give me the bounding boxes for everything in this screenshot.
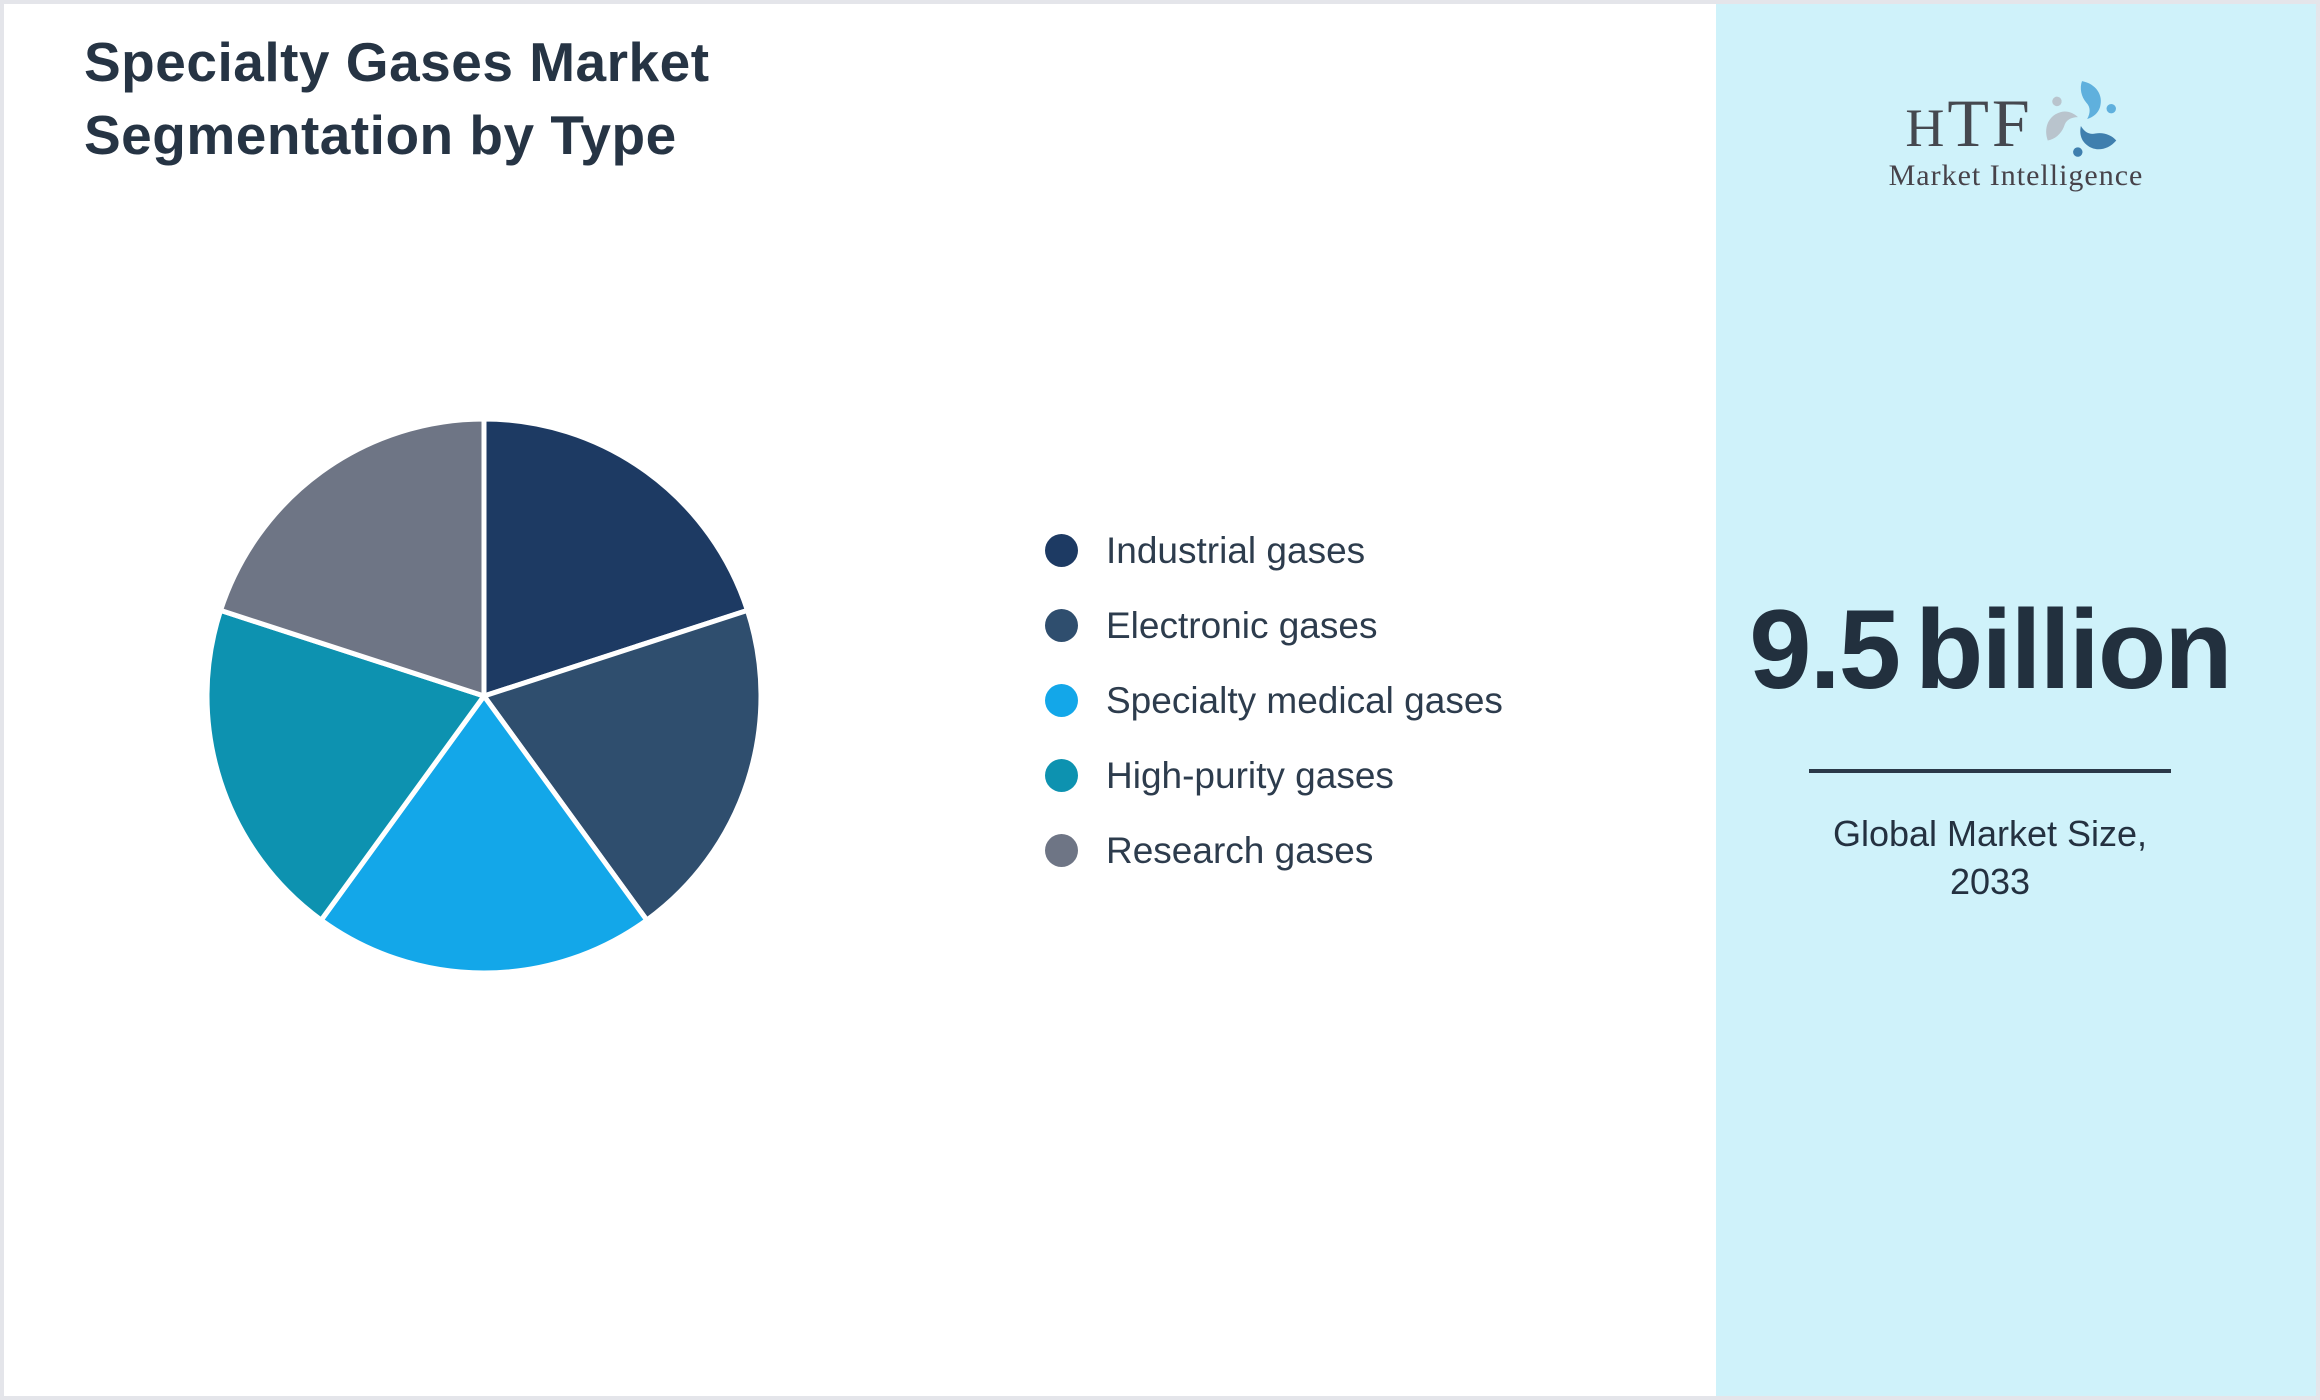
caption-line2: 2033 — [1949, 861, 2031, 902]
legend-item: High-purity gases — [1045, 755, 1503, 796]
dolphin-icon — [2045, 111, 2078, 141]
legend-item: Research gases — [1045, 830, 1503, 871]
market-size-block: 9.5 billion Global Market Size, 2033 — [1716, 4, 2264, 1396]
dolphin-icon — [2079, 126, 2116, 150]
legend-item: Specialty medical gases — [1045, 680, 1503, 721]
page-title-line1: Specialty Gases Market — [84, 31, 710, 93]
pie-slice-4 — [204, 607, 487, 923]
htf-logo-letters-tf: TF — [1947, 85, 2033, 162]
pie-slice-5 — [218, 416, 487, 699]
legend-swatch — [1045, 684, 1078, 717]
pie-slice-1 — [481, 416, 750, 699]
dolphin-dot-icon — [2072, 147, 2083, 157]
pie-chart — [204, 416, 764, 976]
htf-logo-text: HTF — [1905, 89, 2032, 159]
pie-slice-3 — [318, 693, 650, 976]
legend-item: Electronic gases — [1045, 605, 1503, 646]
market-size-caption: Global Market Size, 2033 — [1716, 810, 2264, 906]
legend-item: Industrial gases — [1045, 530, 1503, 571]
caption-line1: Global Market Size, — [1832, 813, 2148, 854]
legend-label: High-purity gases — [1106, 754, 1394, 796]
page-title-line2: Segmentation by Type — [84, 104, 677, 166]
legend-label: Industrial gases — [1106, 529, 1366, 571]
legend-swatch — [1045, 759, 1078, 792]
page-title: Specialty Gases Market Segmentation by T… — [84, 26, 710, 172]
infographic-canvas: Specialty Gases Market Segmentation by T… — [4, 4, 2316, 1396]
legend: Industrial gases Electronic gases Specialt… — [1045, 530, 1503, 909]
dolphin-dot-icon — [2106, 103, 2116, 114]
htf-logo-subtext: Market Intelligence — [1888, 159, 2144, 192]
htf-logo-letter-h: H — [1905, 98, 1948, 159]
legend-swatch — [1045, 609, 1078, 642]
legend-label: Specialty medical gases — [1106, 679, 1503, 721]
htf-logo: HTF Market Intelligence — [1716, 76, 2316, 193]
sidebar-panel: HTF Market Intelligence — [1716, 4, 2316, 1396]
pie-slice-2 — [481, 607, 764, 923]
market-size-figure: 9.5 billion — [1716, 594, 2264, 706]
legend-swatch — [1045, 834, 1078, 867]
market-size-value: 9.5 — [1749, 587, 1901, 712]
market-size-unit: billion — [1914, 587, 2233, 712]
divider-line — [1809, 769, 2171, 773]
legend-label: Electronic gases — [1106, 604, 1378, 646]
legend-label: Research gases — [1106, 829, 1374, 871]
dolphin-icon — [2080, 81, 2101, 119]
htf-logo-emblem — [2045, 81, 2116, 157]
dolphin-dot-icon — [2051, 96, 2062, 107]
legend-swatch — [1045, 534, 1078, 567]
